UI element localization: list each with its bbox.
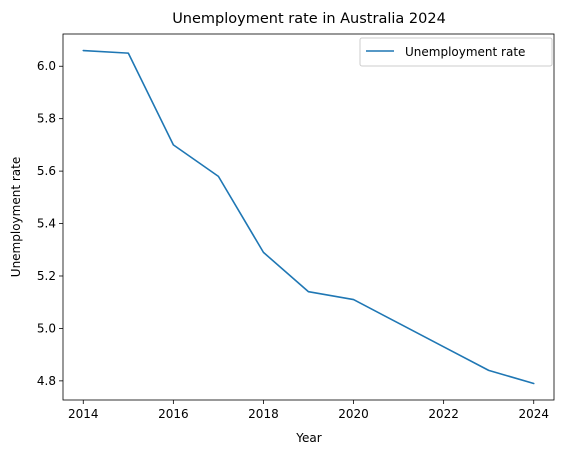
series-layer	[82, 49, 535, 385]
plot-area	[62, 33, 555, 401]
chart-title: Unemployment rate in Australia 2024	[172, 11, 446, 27]
x-tick-label: 2018	[248, 407, 279, 421]
legend: Unemployment rate	[359, 37, 553, 67]
x-tick-label: 2020	[338, 407, 369, 421]
y-tick-label: 5.4	[37, 217, 56, 231]
y-tick-label: 5.2	[37, 269, 56, 283]
x-tick-label: 2014	[68, 407, 99, 421]
series-line	[82, 49, 535, 385]
y-tick-label: 5.8	[37, 112, 56, 126]
legend-label: Unemployment rate	[405, 45, 525, 59]
x-axis-label: Year	[295, 431, 321, 445]
legend-box	[359, 37, 553, 67]
y-tick-label: 6.0	[37, 59, 56, 73]
y-tick-label: 4.8	[37, 374, 56, 388]
y-axis-ticks: 4.8 5.0 5.2 5.4 5.6 5.8 6.0	[37, 59, 63, 388]
plot-frame	[62, 33, 555, 401]
y-tick-label: 5.0	[37, 321, 56, 335]
y-tick-label: 5.6	[37, 164, 56, 178]
y-axis-label: Unemployment rate	[9, 157, 23, 277]
x-axis-ticks: 2014 2016 2018 2020 2022 2024	[68, 400, 549, 421]
x-tick-label: 2016	[158, 407, 189, 421]
x-tick-label: 2022	[428, 407, 459, 421]
x-tick-label: 2024	[518, 407, 549, 421]
